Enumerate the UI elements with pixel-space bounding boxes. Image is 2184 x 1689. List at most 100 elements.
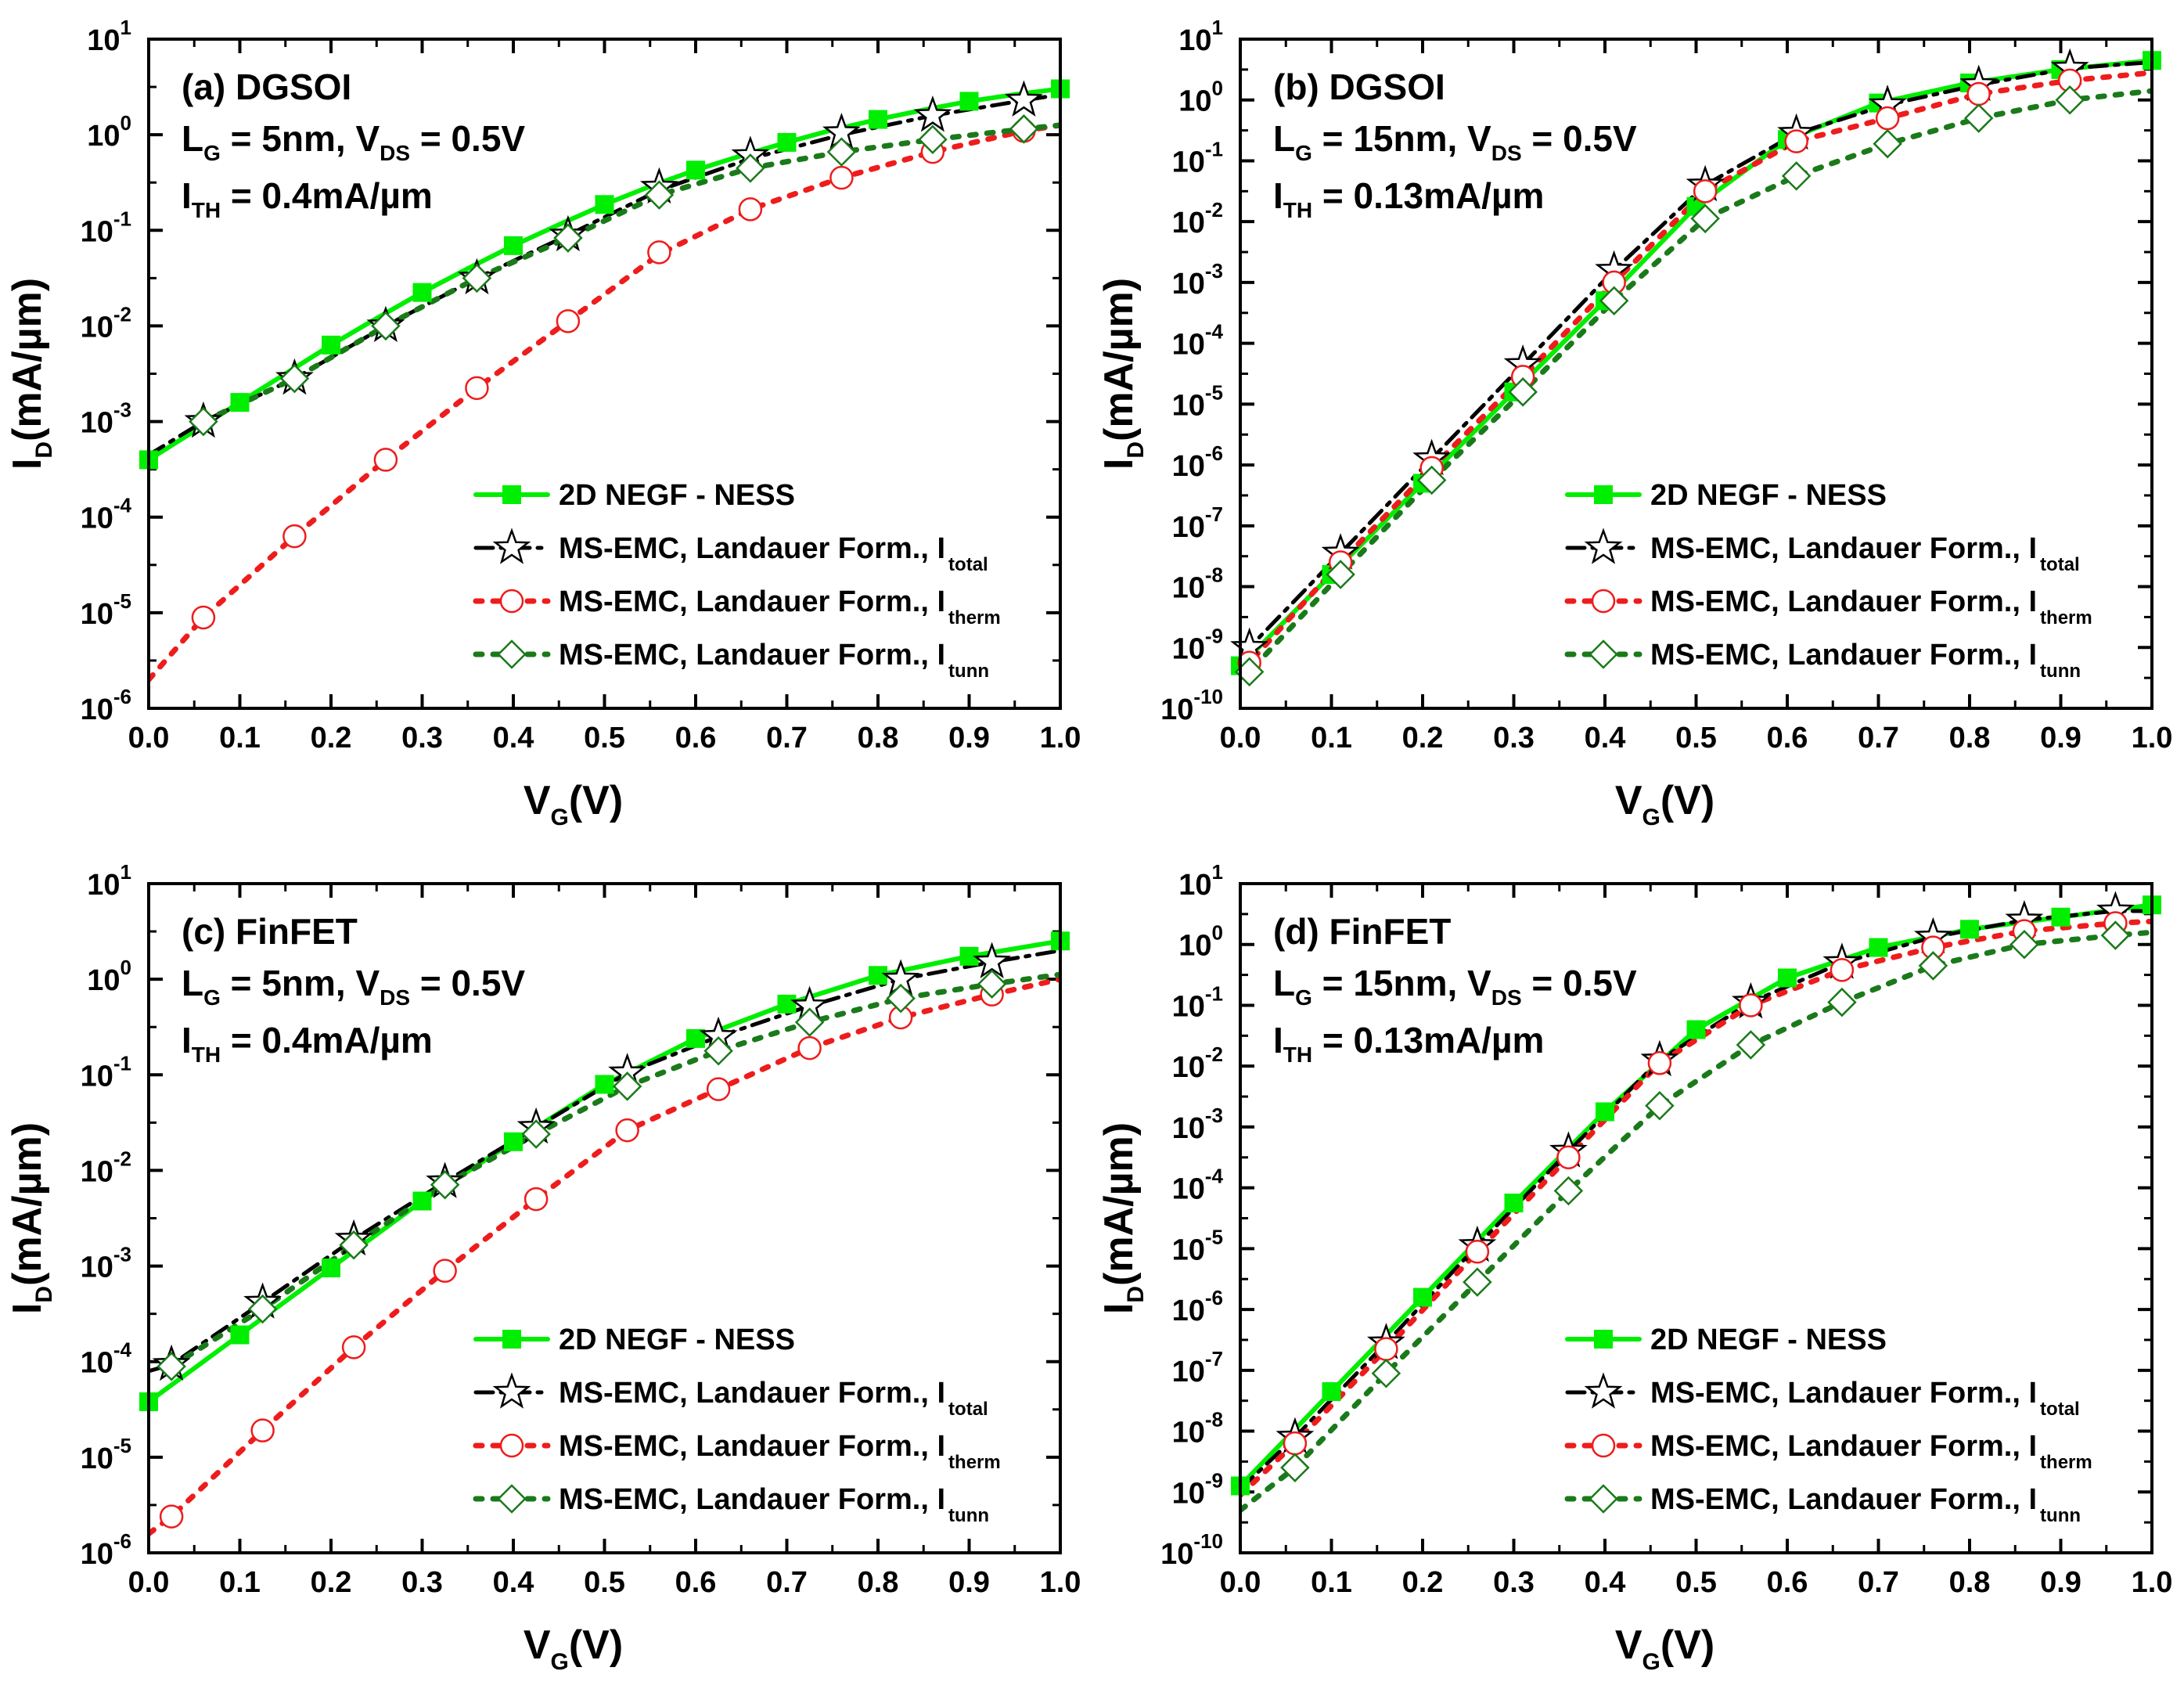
data-point-tunn <box>157 1352 186 1381</box>
y-axis-title: ID(mA/µm) <box>5 278 57 470</box>
x-axis-subscript: G <box>1642 1649 1660 1675</box>
y-tick-exponent: -1 <box>113 207 131 230</box>
legend-marker-therm <box>499 589 524 614</box>
chart-panel-c: 0.0 0.1 0.2 0.3 0.4 0.5 0.6 0.7 0.8 0.9 1.010-610-… <box>5 860 1081 1675</box>
data-point-tunn <box>736 153 765 183</box>
y-tick-exponent: -2 <box>1205 1043 1223 1066</box>
legend-marker-negf <box>502 1330 521 1349</box>
x-axis-symbol: V <box>1615 1622 1642 1668</box>
x-axis-symbol: V <box>524 1622 551 1668</box>
y-tick-label: 10-4 <box>81 1338 132 1380</box>
panel-condition: LG = 5nm, VDS = 0.5V <box>182 963 525 1010</box>
y-tick-exponent: -8 <box>1205 1408 1223 1432</box>
data-point-tunn <box>1553 1176 1584 1206</box>
x-tick-label: 0.7 <box>1858 1566 1899 1599</box>
cond-subscript: DS <box>380 141 410 165</box>
legend-marker-negf <box>502 485 521 504</box>
data-point-therm <box>433 1259 457 1283</box>
y-tick-base: 10 <box>1172 1112 1205 1145</box>
cond-value: = 5nm, V <box>221 118 380 159</box>
data-point-negf <box>595 195 614 214</box>
cond-symbol: L <box>1273 963 1295 1003</box>
legend-label-subscript: total <box>2040 1399 2080 1420</box>
data-point-therm <box>524 1187 549 1212</box>
panel-title: (a) DGSOI <box>182 67 351 107</box>
series-markers-tunn <box>1280 920 2131 1482</box>
data-point-tunn <box>1508 377 1538 407</box>
y-tick-base: 10 <box>1172 207 1205 239</box>
x-tick-label: 0.4 <box>1585 1566 1626 1599</box>
y-tick-base: 10 <box>1172 1173 1205 1206</box>
x-tick-label: 0.9 <box>948 1566 990 1599</box>
x-tick-label: 0.1 <box>219 722 261 754</box>
legend-label-subscript: therm <box>948 1452 1001 1473</box>
legend-label-main: MS-EMC, Landauer Form., I <box>1650 532 2037 565</box>
x-tick-label: 1.0 <box>2132 722 2173 754</box>
panel-title: (c) FinFET <box>182 911 358 952</box>
y-tick-label: 10-2 <box>81 1147 131 1188</box>
y-tick-base: 10 <box>81 215 113 248</box>
x-tick-label: 0.2 <box>1402 722 1444 754</box>
series-markers-tunn <box>1234 85 2085 687</box>
x-tick-label: 0.9 <box>948 722 990 754</box>
y-axis-title: ID(mA/µm) <box>1096 1122 1149 1314</box>
data-point-tunn <box>1736 1030 1766 1060</box>
series-markers-negf <box>139 931 1070 1412</box>
data-point-negf <box>1504 1194 1524 1213</box>
y-tick-label: 101 <box>1178 16 1223 57</box>
data-point-tunn <box>644 180 675 210</box>
cond-subscript: G <box>1295 985 1312 1010</box>
legend-marker-tunn <box>1589 639 1618 669</box>
x-tick-label: 0.8 <box>1949 722 1991 754</box>
threshold-value: = 0.4mA/µm <box>221 1020 433 1061</box>
series-line-therm <box>1240 70 2152 672</box>
x-tick-label: 0.8 <box>858 722 899 754</box>
legend-label-negf: 2D NEGF - NESS <box>1650 479 1887 512</box>
x-axis-subscript: G <box>1642 805 1660 830</box>
y-tick-base: 10 <box>81 407 113 440</box>
y-tick-label: 10-3 <box>1172 1104 1223 1145</box>
data-point-tunn <box>1599 286 1629 315</box>
y-tick-exponent: -5 <box>113 1434 131 1457</box>
x-tick-label: 1.0 <box>1040 1566 1081 1599</box>
legend-label-main: MS-EMC, Landauer Form., I <box>1650 1483 2037 1516</box>
legend-marker-therm <box>1591 589 1616 614</box>
data-point-tunn <box>886 983 916 1014</box>
y-tick-base: 10 <box>81 1251 113 1284</box>
y-axis-symbol: I <box>5 459 50 470</box>
y-tick-label: 10-10 <box>1160 685 1223 726</box>
series-line-tunn <box>200 122 1060 425</box>
y-tick-label: 10-5 <box>81 1434 131 1475</box>
x-axis-unit: (V) <box>1660 778 1714 823</box>
data-point-total <box>913 95 952 132</box>
plot-frame <box>147 38 1062 710</box>
y-tick-base: 10 <box>81 311 113 344</box>
legend-marker-tunn <box>497 1484 527 1514</box>
cond-value: = 0.5V <box>1522 963 1637 1003</box>
y-tick-label: 101 <box>87 16 131 57</box>
x-tick-label: 0.4 <box>1585 722 1626 754</box>
series-line-total <box>149 949 1060 1374</box>
y-tick-base: 10 <box>81 598 113 631</box>
x-tick-label: 0.9 <box>2040 722 2081 754</box>
legend-marker-therm <box>1591 1433 1616 1458</box>
x-tick-label: 0.7 <box>766 722 808 754</box>
data-point-tunn <box>826 137 857 167</box>
data-point-tunn <box>1280 1453 1310 1482</box>
legend-label-subscript: total <box>2040 554 2080 575</box>
legend-marker-tunn <box>1589 1484 1618 1514</box>
data-point-therm <box>647 240 671 265</box>
legend-label-negf: 2D NEGF - NESS <box>559 1323 795 1356</box>
y-axis-subscript: D <box>31 1286 57 1303</box>
y-tick-exponent: -6 <box>1205 1286 1223 1309</box>
legend-marker-negf <box>1594 485 1613 504</box>
data-point-therm <box>1465 1240 1490 1264</box>
y-tick-exponent: -1 <box>1205 137 1223 160</box>
data-point-negf <box>686 160 705 180</box>
legend-label-main: MS-EMC, Landauer Form., I <box>559 1430 945 1463</box>
threshold-value: = 0.4mA/µm <box>221 175 433 216</box>
